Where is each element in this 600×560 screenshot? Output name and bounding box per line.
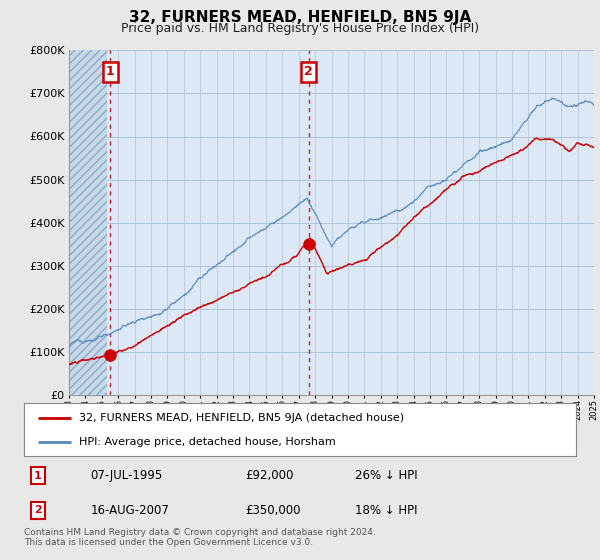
Text: £350,000: £350,000 [245,504,301,517]
Text: HPI: Average price, detached house, Horsham: HPI: Average price, detached house, Hors… [79,437,336,447]
Text: 26% ↓ HPI: 26% ↓ HPI [355,469,418,482]
Text: 32, FURNERS MEAD, HENFIELD, BN5 9JA: 32, FURNERS MEAD, HENFIELD, BN5 9JA [129,10,471,25]
Text: 1: 1 [106,66,115,78]
Text: 2: 2 [34,506,41,515]
Text: 07-JUL-1995: 07-JUL-1995 [90,469,163,482]
Text: £92,000: £92,000 [245,469,293,482]
Text: 32, FURNERS MEAD, HENFIELD, BN5 9JA (detached house): 32, FURNERS MEAD, HENFIELD, BN5 9JA (det… [79,413,404,423]
Text: 16-AUG-2007: 16-AUG-2007 [90,504,169,517]
Text: Price paid vs. HM Land Registry's House Price Index (HPI): Price paid vs. HM Land Registry's House … [121,22,479,35]
Text: 1: 1 [34,471,41,480]
Bar [69,50,107,395]
Text: 18% ↓ HPI: 18% ↓ HPI [355,504,418,517]
Text: 2: 2 [304,66,313,78]
Text: Contains HM Land Registry data © Crown copyright and database right 2024.
This d: Contains HM Land Registry data © Crown c… [24,528,376,548]
